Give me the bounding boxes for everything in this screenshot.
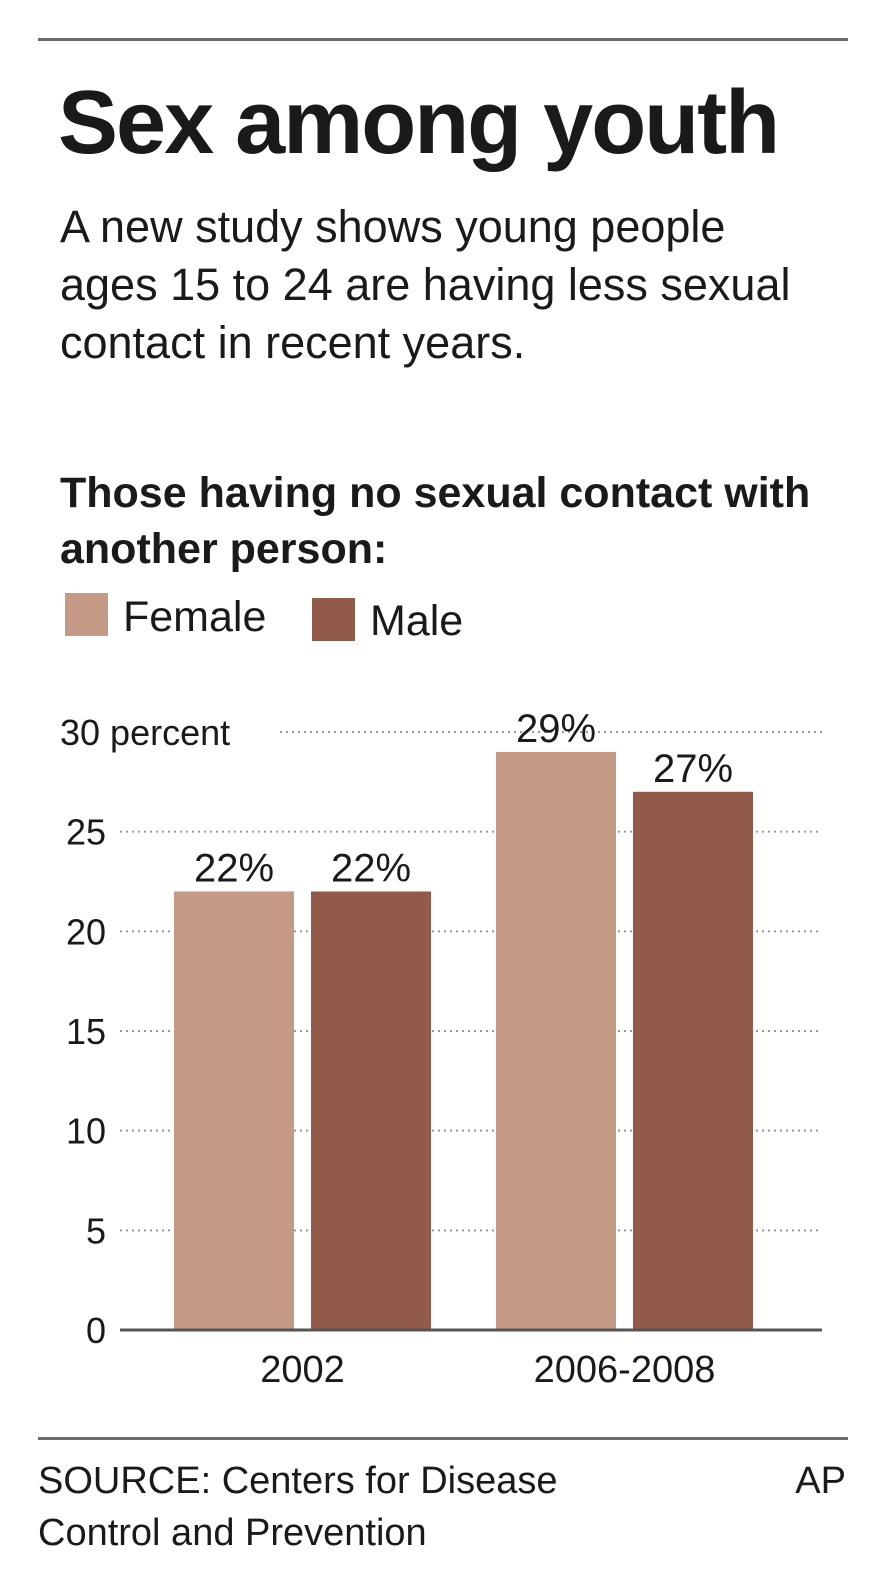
x-tick-label: 2002 [260, 1349, 345, 1391]
data-label: 22% [331, 846, 411, 890]
y-tick-label: 30 percent [60, 712, 230, 753]
top-rule [38, 38, 848, 41]
data-label: 22% [194, 846, 274, 890]
subtitle: A new study shows young people ages 15 t… [60, 201, 791, 368]
legend-label-male: Male [370, 597, 464, 645]
y-tick-label: 20 [66, 911, 106, 952]
page-title: Sex among youth [58, 73, 780, 173]
bar-male-2002 [311, 891, 431, 1330]
data-label: 27% [653, 747, 733, 791]
y-tick-label: 15 [66, 1011, 106, 1052]
y-tick-label: 10 [66, 1111, 106, 1152]
y-tick-label: 0 [86, 1310, 106, 1351]
bar-male-2006-2008 [633, 791, 753, 1330]
y-tick-label: 25 [66, 812, 106, 853]
data-label: 29% [516, 707, 596, 751]
legend-label-female: Female [123, 593, 267, 641]
x-tick-label: 2006-2008 [534, 1349, 716, 1391]
bottom-rule [38, 1437, 848, 1440]
legend-swatch-male [312, 598, 355, 641]
bar-female-2006-2008 [496, 751, 616, 1330]
chart-heading: Those having no sexual contact with anot… [60, 469, 811, 573]
legend-swatch-female [65, 593, 108, 636]
source-note: SOURCE: Centers for Disease Control and … [38, 1460, 558, 1554]
y-tick-label: 5 [86, 1210, 106, 1251]
credit-ap: AP [795, 1460, 846, 1502]
bar-female-2002 [174, 891, 294, 1330]
